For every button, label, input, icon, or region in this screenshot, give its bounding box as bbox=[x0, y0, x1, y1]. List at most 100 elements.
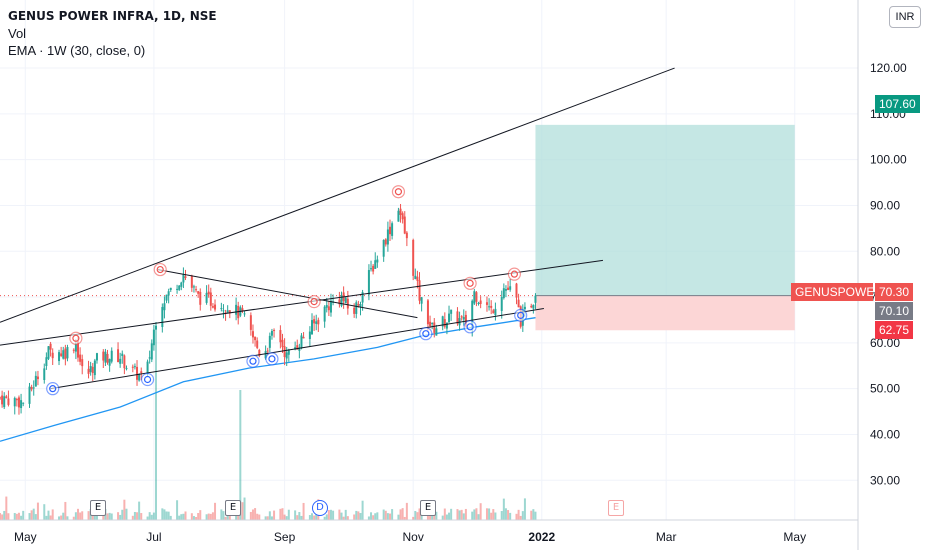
candle-body bbox=[254, 336, 257, 341]
volume-bar bbox=[327, 510, 330, 520]
volume-bar bbox=[211, 512, 214, 520]
volume-bar bbox=[81, 511, 84, 520]
candle-body bbox=[81, 359, 84, 367]
symbol-title[interactable]: GENUS POWER INFRA, 1D, NSE bbox=[8, 9, 217, 23]
candle-body bbox=[374, 260, 377, 269]
x-tick-label: Mar bbox=[656, 530, 677, 544]
candle-body bbox=[515, 283, 518, 298]
swing-high-marker-inner bbox=[156, 265, 164, 274]
candle-body bbox=[211, 306, 214, 308]
candle-body bbox=[256, 340, 259, 348]
trendline[interactable] bbox=[50, 308, 544, 390]
swing-low-marker-inner bbox=[268, 355, 276, 363]
candle-body bbox=[49, 343, 52, 350]
volume-legend[interactable]: Vol bbox=[8, 26, 27, 41]
volume-bar bbox=[152, 512, 155, 520]
candle-body bbox=[133, 366, 136, 368]
volume-bar bbox=[323, 516, 326, 520]
swing-high-marker-inner bbox=[72, 334, 80, 342]
volume-bar bbox=[340, 512, 343, 520]
candle-body bbox=[302, 336, 305, 339]
swing-high-marker bbox=[153, 262, 167, 277]
candle-body bbox=[370, 268, 373, 270]
candle-body bbox=[58, 352, 61, 362]
earnings-event-icon[interactable]: E bbox=[420, 500, 436, 516]
candle-body bbox=[448, 313, 451, 323]
volume-bar bbox=[133, 511, 136, 520]
candle-body bbox=[152, 329, 155, 346]
volume-bar bbox=[190, 513, 193, 520]
swing-low-marker-inner bbox=[49, 385, 57, 393]
candle-body bbox=[298, 347, 301, 351]
volume-bar bbox=[268, 511, 271, 520]
candle-body bbox=[108, 359, 111, 366]
candle-body bbox=[382, 239, 385, 257]
last-price-tag: 70.30 bbox=[875, 283, 914, 301]
ema-legend[interactable]: EMA · 1W (30, close, 0) bbox=[8, 43, 146, 58]
volume-bar bbox=[209, 513, 212, 520]
upcoming-earnings-event-icon[interactable]: E bbox=[608, 500, 624, 516]
candle-body bbox=[285, 352, 288, 359]
candle-body bbox=[79, 354, 82, 362]
candle-body bbox=[426, 300, 429, 325]
ema-price-tag: 70.10 bbox=[875, 302, 914, 320]
earnings-event-icon[interactable]: E bbox=[225, 500, 241, 516]
volume-bar bbox=[355, 510, 358, 520]
chart-legend: GENUS POWER INFRA, 1D, NSE Vol EMA · 1W … bbox=[8, 8, 217, 59]
candle-body bbox=[110, 350, 113, 362]
volume-bar bbox=[386, 513, 389, 520]
volume-bar bbox=[384, 510, 387, 520]
volume-bar bbox=[507, 510, 510, 520]
swing-high-marker-ring bbox=[463, 276, 477, 290]
volume-bar bbox=[420, 514, 423, 520]
volume-bar bbox=[251, 509, 254, 520]
volume-bar bbox=[140, 513, 143, 520]
candle-body bbox=[117, 349, 120, 363]
volume-bar bbox=[22, 510, 25, 520]
candle-body bbox=[517, 299, 520, 308]
volume-bar bbox=[285, 516, 288, 520]
candle-body bbox=[228, 310, 231, 314]
candle-body bbox=[7, 398, 10, 405]
swing-high-marker-ring bbox=[391, 185, 406, 199]
volume-bar bbox=[416, 512, 419, 520]
volume-bar bbox=[519, 515, 522, 520]
volume-bar bbox=[441, 515, 444, 520]
volume-bar bbox=[163, 509, 166, 520]
volume-bar bbox=[20, 515, 23, 520]
candle-body bbox=[532, 304, 535, 309]
trendline[interactable] bbox=[0, 67, 675, 323]
trendline[interactable] bbox=[158, 269, 418, 319]
volume-bar bbox=[273, 510, 276, 520]
candle-body bbox=[431, 322, 434, 324]
candle-body bbox=[401, 213, 404, 220]
candle-body bbox=[89, 366, 92, 373]
volume-bar bbox=[485, 508, 488, 520]
candle-body bbox=[433, 322, 436, 333]
candle-body bbox=[161, 307, 164, 328]
candle-body bbox=[294, 347, 297, 350]
trendline[interactable] bbox=[0, 259, 603, 346]
volume-bar bbox=[264, 516, 267, 520]
volume-bar bbox=[311, 513, 313, 520]
dividend-event-icon[interactable]: D bbox=[312, 500, 328, 516]
candle-body bbox=[376, 259, 379, 263]
volume-bar bbox=[58, 516, 61, 520]
candle-body bbox=[287, 349, 290, 355]
volume-bar bbox=[359, 513, 362, 520]
volume-bar bbox=[370, 512, 373, 520]
volume-bar bbox=[294, 510, 297, 520]
volume-bar bbox=[165, 511, 168, 520]
swing-high-marker-inner bbox=[510, 270, 518, 278]
volume-bar bbox=[119, 514, 122, 520]
volume-bar bbox=[534, 511, 537, 520]
volume-bar bbox=[458, 510, 461, 520]
volume-bar bbox=[372, 515, 375, 520]
currency-button[interactable]: INR bbox=[889, 6, 921, 28]
earnings-event-icon[interactable]: E bbox=[90, 500, 106, 516]
candle-body bbox=[167, 291, 170, 296]
swing-high-marker bbox=[69, 331, 83, 345]
trendlines[interactable] bbox=[0, 67, 675, 390]
volume-bar bbox=[5, 496, 8, 520]
